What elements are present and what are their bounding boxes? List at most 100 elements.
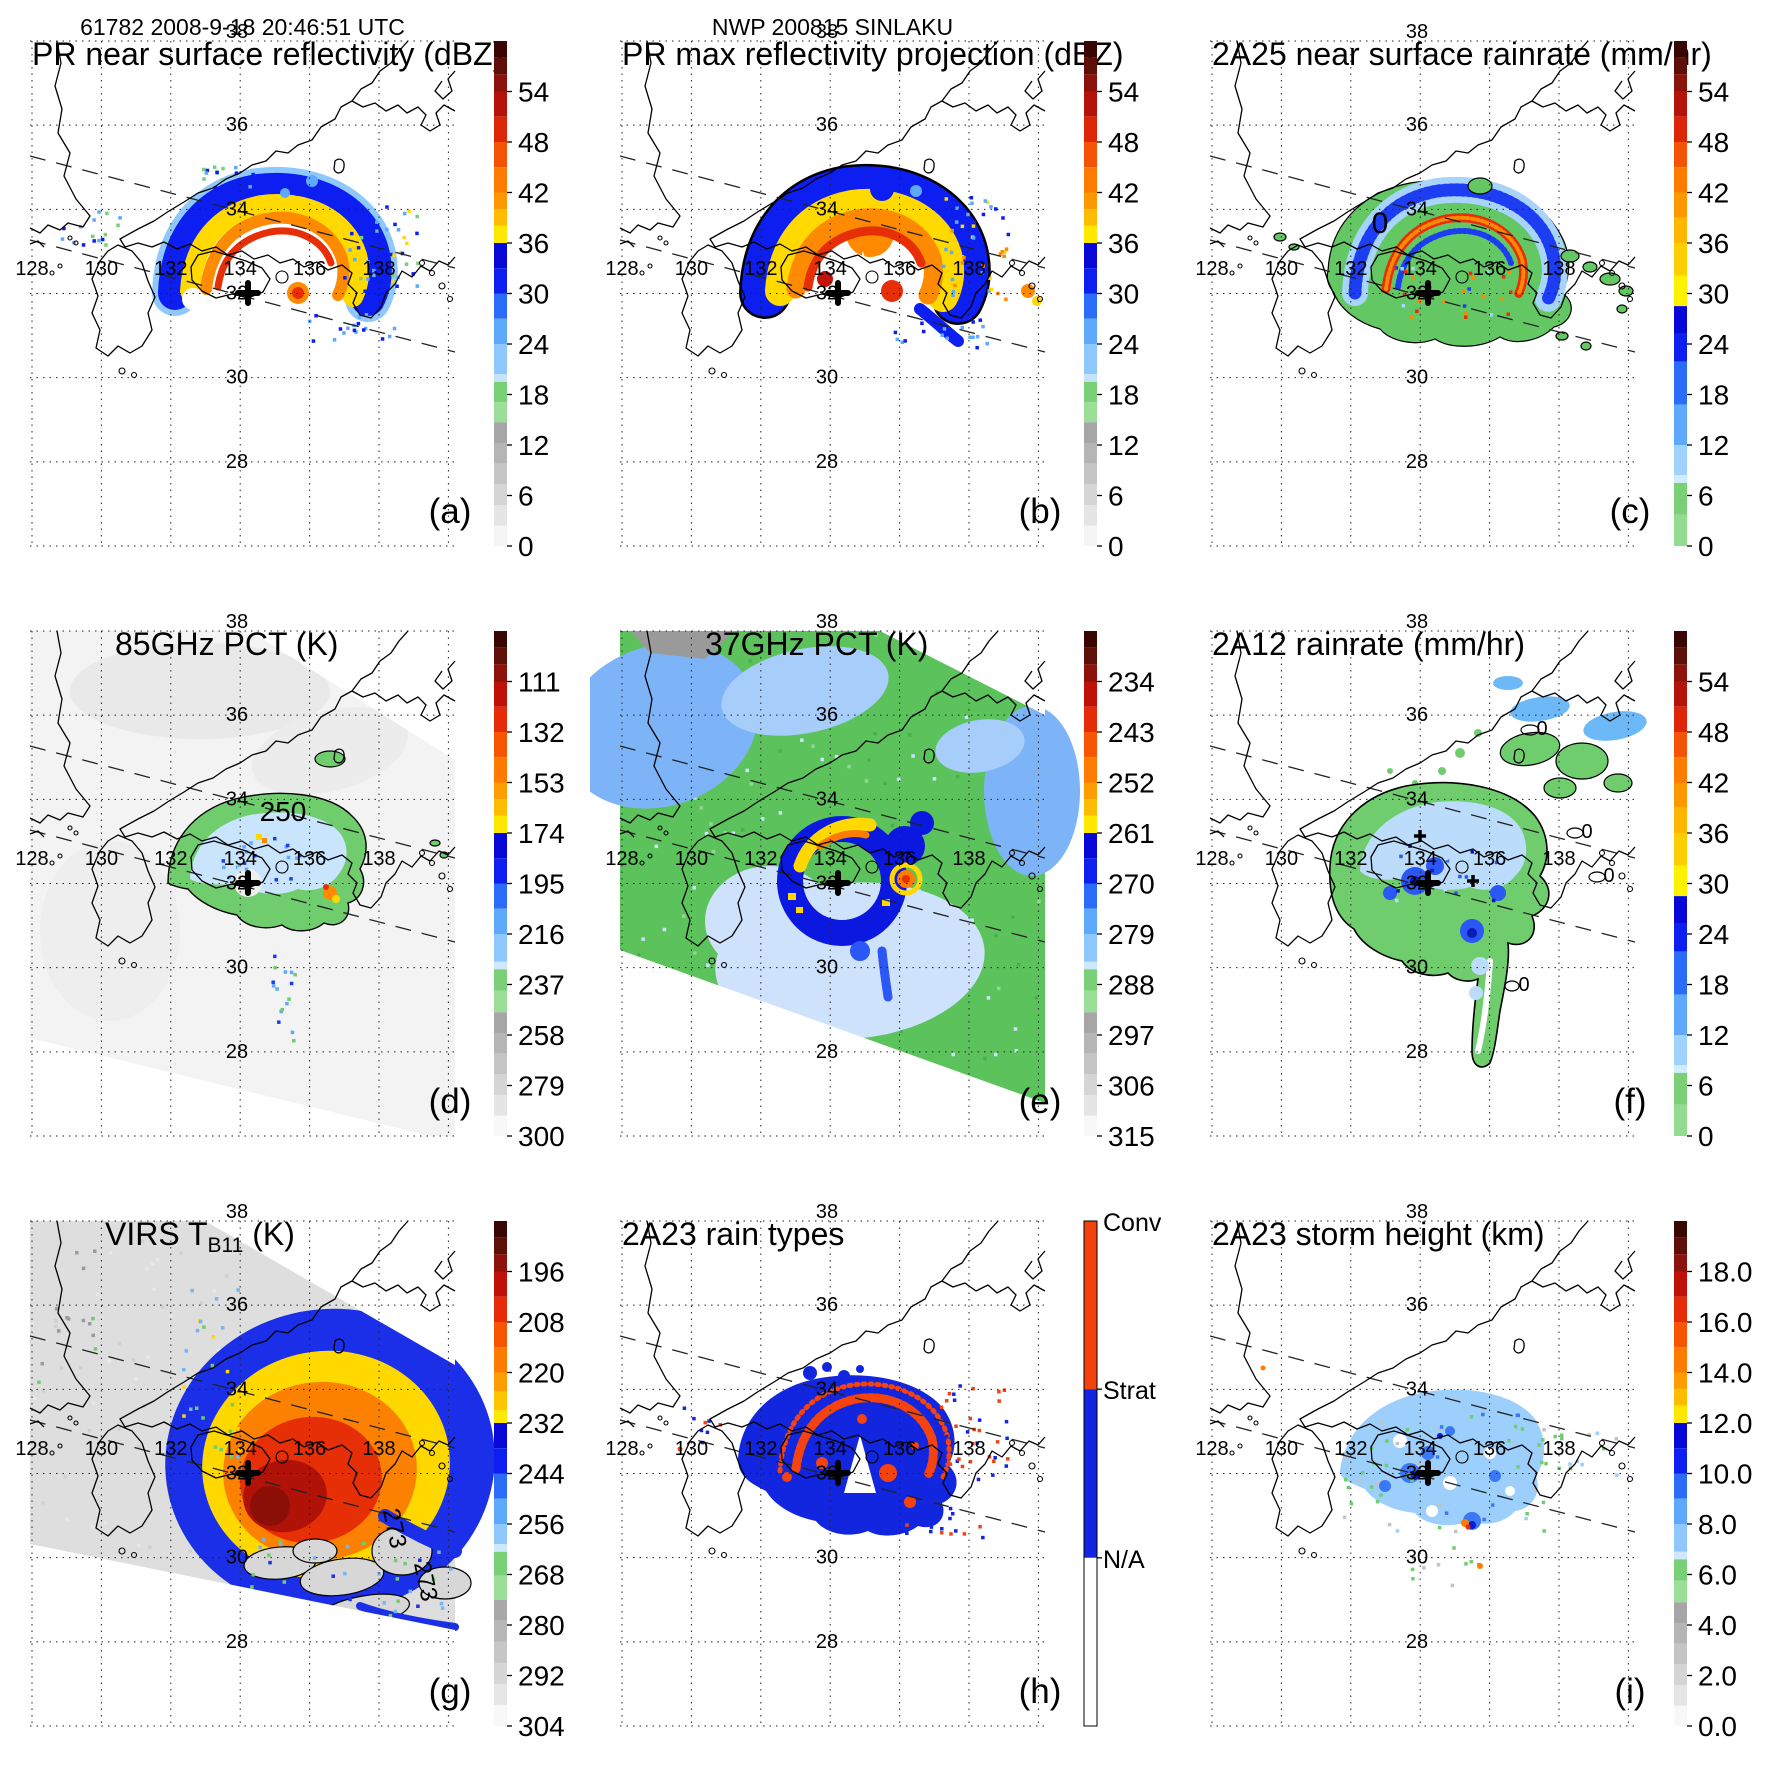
data-speckle	[220, 1326, 225, 1330]
data-speckle	[1002, 254, 1006, 259]
data-speckle	[273, 965, 277, 970]
data-speckle	[396, 1590, 400, 1595]
data-speckle	[392, 326, 397, 331]
island-outline	[639, 860, 645, 866]
colorbar-tick-label: 36	[518, 228, 549, 259]
colorbar-segment	[1674, 1580, 1687, 1603]
header-orbit-time: 61782 2008-9-18 20:46:51 UTC	[80, 14, 405, 40]
island-outline	[418, 1439, 426, 1447]
data-speckle	[1463, 853, 1467, 858]
lon-label: 138	[362, 258, 395, 280]
colorbar-tick-label: 270	[1108, 869, 1155, 900]
island-outline	[1608, 269, 1616, 277]
data-speckle	[1343, 1477, 1348, 1482]
data-speckle	[960, 1464, 965, 1469]
data-speckle	[1444, 1511, 1449, 1515]
colorbar-segment	[1674, 1389, 1687, 1406]
colorbar-segment	[1674, 1559, 1687, 1581]
map-graphic	[1260, 1365, 1266, 1371]
lat-label: 36	[816, 1294, 838, 1316]
map-graphic	[850, 941, 870, 961]
colorbar-segment	[494, 1575, 507, 1600]
data-speckle	[977, 1418, 982, 1422]
coastline	[91, 1424, 156, 1537]
colorbar-segment	[494, 142, 507, 168]
coastline	[1209, 240, 1225, 248]
lat-label: 34	[226, 788, 248, 810]
data-speckle	[1361, 1447, 1365, 1452]
data-speckle	[1506, 312, 1511, 316]
data-speckle	[97, 238, 101, 243]
colorbar-d: 111 132 153 174 195 216 237 258 279 300	[494, 631, 565, 1152]
data-speckle	[225, 1369, 230, 1374]
data-speckle	[393, 1609, 398, 1614]
map-graphic	[1580, 341, 1592, 351]
colorbar-segment	[1674, 923, 1687, 952]
data-speckle	[1437, 1525, 1442, 1530]
colorbar-segment	[1084, 91, 1097, 117]
data-speckle	[1016, 962, 1021, 967]
island-outline	[663, 830, 669, 836]
panel-g-letter: (g)	[429, 1672, 472, 1711]
swath-edge-line	[619, 155, 1046, 269]
data-speckle	[1464, 875, 1469, 879]
data-speckle	[962, 256, 966, 260]
colorbar-segment	[494, 381, 507, 403]
map-graphic	[1618, 285, 1634, 297]
data-speckle	[1375, 1481, 1379, 1486]
map-graphic	[205, 1221, 455, 1365]
data-speckle	[1416, 1461, 1421, 1465]
data-speckle	[1455, 1506, 1460, 1511]
colorbar-tick-label: 42	[1698, 768, 1729, 799]
island-outline	[67, 1415, 73, 1421]
data-speckle	[385, 227, 389, 232]
colorbar-tick-label: 18.0	[1698, 1257, 1753, 1288]
coastline	[1614, 660, 1636, 690]
data-speckle	[343, 1571, 347, 1576]
data-speckle	[117, 1341, 122, 1346]
lat-label: 36	[816, 114, 838, 136]
contour-label: 0	[1603, 865, 1614, 887]
data-speckle	[960, 261, 965, 265]
island-outline	[1229, 860, 1235, 866]
coastline	[619, 240, 635, 248]
lon-label: 136	[293, 1438, 326, 1460]
data-speckle	[895, 337, 900, 342]
data-speckle	[41, 1501, 45, 1505]
island-outline	[1036, 885, 1044, 893]
colorbar-segment	[494, 1498, 507, 1524]
data-speckle	[975, 334, 980, 339]
data-speckle	[981, 212, 986, 217]
data-speckle	[1457, 1432, 1461, 1436]
island-outline	[1253, 1420, 1259, 1426]
lon-label: 134	[224, 258, 257, 280]
map-graphic	[1566, 827, 1584, 839]
data-speckle	[195, 1328, 200, 1333]
data-speckle	[312, 1556, 317, 1560]
data-speckle	[155, 1257, 160, 1262]
lon-label: 128	[1195, 1438, 1228, 1460]
colorbar-segment	[494, 681, 507, 707]
map-graphic	[250, 1486, 290, 1526]
data-speckle	[376, 291, 380, 295]
map-graphic	[803, 1366, 817, 1380]
data-speckle	[403, 1561, 407, 1566]
map-graphic	[1379, 1480, 1391, 1492]
data-speckle	[908, 733, 912, 737]
data-speckle	[104, 243, 108, 247]
lon-label: 132	[744, 258, 777, 280]
data-speckle	[1464, 311, 1468, 316]
data-speckle	[1435, 1455, 1440, 1459]
data-speckle	[1595, 1431, 1600, 1435]
data-speckle	[951, 293, 955, 298]
data-speckle	[976, 1477, 981, 1482]
colorbar-segment	[1674, 1296, 1687, 1322]
data-speckle	[387, 334, 392, 339]
coastline	[681, 1424, 746, 1537]
map-graphic	[1477, 1563, 1483, 1569]
colorbar-tick-label: 24	[1108, 329, 1139, 360]
data-speckle	[874, 633, 878, 637]
